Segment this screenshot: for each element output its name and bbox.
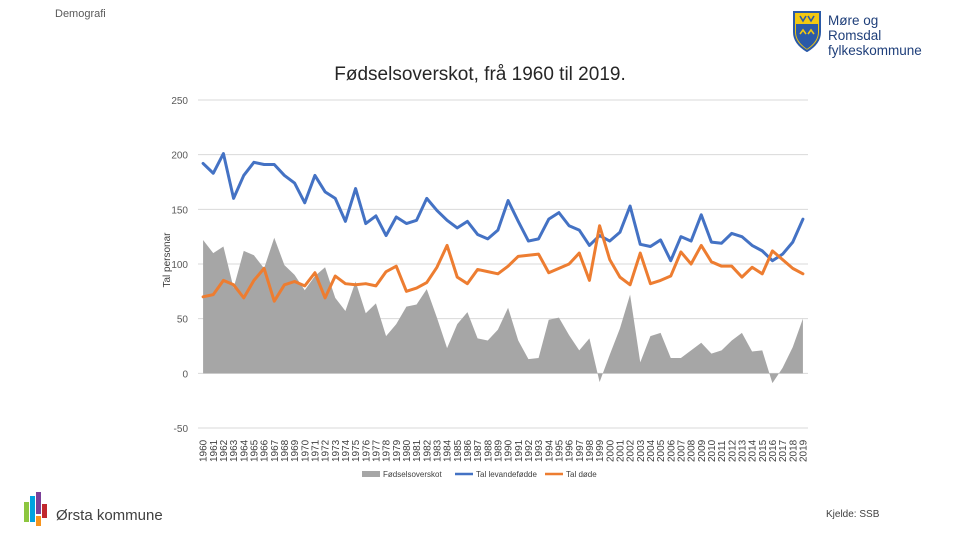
x-tick-label: 1960 xyxy=(199,439,210,462)
x-tick-label: 1988 xyxy=(483,439,494,462)
x-tick-label: 2001 xyxy=(615,439,626,462)
x-tick-label: 2003 xyxy=(636,439,647,462)
x-tick-label: 1990 xyxy=(504,439,515,462)
x-tick-label: 1983 xyxy=(432,439,443,462)
y-tick-label: 100 xyxy=(171,260,188,271)
x-tick-label: 1967 xyxy=(270,439,281,462)
y-tick-label: -50 xyxy=(174,424,189,435)
x-tick-label: 1971 xyxy=(310,439,321,462)
series-area-fodselsoverskot xyxy=(203,237,803,384)
x-tick-label: 2016 xyxy=(768,439,779,462)
legend-label: Tal døde xyxy=(566,470,597,479)
x-tick-label: 1999 xyxy=(595,439,606,462)
x-tick-label: 2019 xyxy=(798,439,809,462)
x-tick-label: 2013 xyxy=(737,439,748,462)
series-line-dode xyxy=(201,224,805,303)
x-tick-label: 1970 xyxy=(300,439,311,462)
county-shield-icon xyxy=(793,11,821,52)
x-tick-label: 2006 xyxy=(666,439,677,462)
x-tick-label: 1963 xyxy=(229,439,240,462)
x-tick-label: 2002 xyxy=(626,439,637,462)
x-tick-label: 1980 xyxy=(402,439,413,462)
x-tick-label: 1994 xyxy=(544,439,555,462)
x-tick-label: 1993 xyxy=(534,439,545,462)
x-tick-label: 1982 xyxy=(422,439,433,462)
orsta-logo-icon xyxy=(24,492,47,526)
x-tick-label: 1984 xyxy=(443,439,454,462)
x-tick-label: 2010 xyxy=(707,439,718,462)
x-tick-label: 1962 xyxy=(219,439,230,462)
x-tick-label: 1996 xyxy=(565,439,576,462)
legend-item: Tal døde xyxy=(545,470,597,479)
y-axis-ticks: -50 0 50 100 150 200 250 xyxy=(171,96,188,435)
section-label: Demografi xyxy=(55,8,106,20)
x-tick-label: 2014 xyxy=(748,439,759,462)
x-tick-label: 1998 xyxy=(585,439,596,462)
x-tick-label: 1986 xyxy=(463,439,474,462)
x-tick-label: 1995 xyxy=(554,439,565,462)
source-note: Kjelde: SSB xyxy=(826,509,880,520)
x-tick-label: 1977 xyxy=(371,439,382,462)
logo-line-1: Møre og Romsdal xyxy=(828,13,882,43)
x-tick-label: 1975 xyxy=(351,439,362,462)
x-tick-label: 1979 xyxy=(392,439,403,462)
x-tick-label: 2011 xyxy=(717,440,728,462)
x-tick-label: 2005 xyxy=(656,439,667,462)
x-tick-label: 1969 xyxy=(290,439,301,462)
y-tick-label: 250 xyxy=(171,96,188,107)
x-tick-label: 1968 xyxy=(280,439,291,462)
x-tick-label: 1961 xyxy=(209,439,220,462)
legend-item: Tal levandefødde xyxy=(455,470,537,479)
x-tick-label: 1989 xyxy=(493,439,504,462)
x-tick-label: 1972 xyxy=(321,439,332,462)
legend: Fødselsoverskot Tal levandefødde Tal døde xyxy=(362,470,597,479)
x-tick-label: 2012 xyxy=(727,439,738,462)
x-tick-label: 1985 xyxy=(453,439,464,462)
x-tick-label: 1987 xyxy=(473,439,484,462)
x-tick-label: 2007 xyxy=(676,439,687,462)
x-tick-label: 1964 xyxy=(239,439,250,462)
x-tick-label: 2000 xyxy=(605,439,616,462)
y-tick-label: 50 xyxy=(177,315,189,326)
legend-label: Fødselsoverskot xyxy=(383,470,442,479)
municipality-name: Ørsta kommune xyxy=(56,507,163,524)
x-tick-label: 2008 xyxy=(687,439,698,462)
legend-swatch xyxy=(362,471,380,477)
x-tick-label: 1978 xyxy=(382,439,393,462)
legend-item: Fødselsoverskot xyxy=(362,470,442,479)
surplus-area xyxy=(203,237,803,384)
x-tick-label: 2015 xyxy=(758,439,769,462)
y-tick-label: 0 xyxy=(182,369,188,380)
x-tick-label: 2004 xyxy=(646,439,657,462)
y-tick-label: 150 xyxy=(171,205,188,216)
y-tick-label: 200 xyxy=(171,151,188,162)
x-tick-label: 1991 xyxy=(514,439,525,462)
x-tick-label: 1966 xyxy=(260,439,271,462)
x-tick-label: 1981 xyxy=(412,439,423,462)
legend-label: Tal levandefødde xyxy=(476,470,537,479)
x-axis-ticks: 1960 1961 1962 1963 1964 1965 1966 1967 1968 1969… xyxy=(199,439,810,462)
logo-line-2: fylkeskommune xyxy=(828,43,922,58)
x-tick-label: 1997 xyxy=(575,439,586,462)
x-tick-label: 1976 xyxy=(361,439,372,462)
series-line-levandefodde xyxy=(201,152,805,263)
y-axis-title: Tal personar xyxy=(162,232,173,288)
x-tick-label: 1974 xyxy=(341,439,352,462)
x-tick-label: 2009 xyxy=(697,439,708,462)
x-tick-label: 2018 xyxy=(788,439,799,462)
x-tick-label: 1973 xyxy=(331,439,342,462)
x-tick-label: 2017 xyxy=(778,439,789,462)
series-lines xyxy=(201,152,805,303)
chart-title: Fødselsoverskot, frå 1960 til 2019. xyxy=(334,64,625,85)
x-tick-label: 1992 xyxy=(524,439,535,462)
x-tick-label: 1965 xyxy=(249,439,260,462)
county-logo: Møre og Romsdal fylkeskommune xyxy=(792,10,932,58)
